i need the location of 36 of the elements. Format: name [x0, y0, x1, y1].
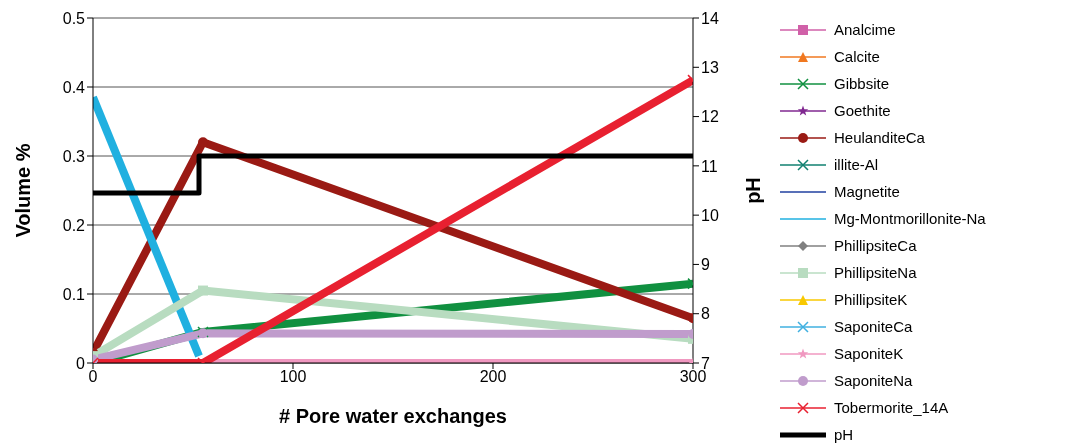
legend-label: Calcite [834, 48, 880, 65]
legend-label: PhillipsiteK [834, 291, 908, 308]
y2-tick-label: 10 [701, 206, 719, 224]
y-tick-label: 0 [76, 354, 86, 372]
y2-tick-label: 11 [701, 157, 718, 175]
legend-label: Tobermorite_14A [834, 399, 949, 416]
legend-label: Magnetite [834, 183, 900, 200]
x-tick-label: 300 [679, 368, 707, 386]
legend-label: Analcime [834, 21, 896, 38]
y2-tick-label: 12 [701, 108, 719, 126]
y-tick-label: 0.1 [62, 285, 86, 303]
y-axis-title: Volume % [12, 143, 35, 238]
legend-label: PhillipsiteCa [834, 237, 917, 254]
y2-tick-label: 13 [701, 58, 719, 76]
legend-label: Goethite [834, 102, 891, 119]
x-axis-title: # Pore water exchanges [279, 405, 507, 427]
legend-label: PhillipsiteNa [834, 264, 917, 281]
legend-label: HeulanditeCa [834, 129, 925, 146]
legend-label: SaponiteCa [834, 318, 913, 335]
y2-axis-title: pH [742, 177, 765, 204]
x-tick-label: 200 [479, 368, 507, 386]
legend-label: illite-Al [834, 156, 879, 173]
x-tick-label: 100 [279, 368, 307, 386]
x-tick-label: 0 [88, 368, 98, 386]
y2-tick-label: 8 [701, 305, 710, 323]
y2-tick-label: 9 [701, 256, 710, 274]
legend-label: pH [834, 426, 854, 443]
y-tick-label: 0.4 [62, 78, 86, 96]
legend-label: Mg-Montmorillonite-Na [834, 210, 986, 227]
legend-label: Gibbsite [834, 75, 890, 92]
legend-label: SaponiteNa [834, 372, 913, 389]
y-tick-label: 0.5 [62, 9, 86, 27]
y-tick-label: 0.2 [62, 216, 86, 234]
legend-label: SaponiteK [834, 345, 904, 362]
y2-tick-label: 14 [701, 9, 719, 27]
y-tick-label: 0.3 [62, 147, 86, 165]
